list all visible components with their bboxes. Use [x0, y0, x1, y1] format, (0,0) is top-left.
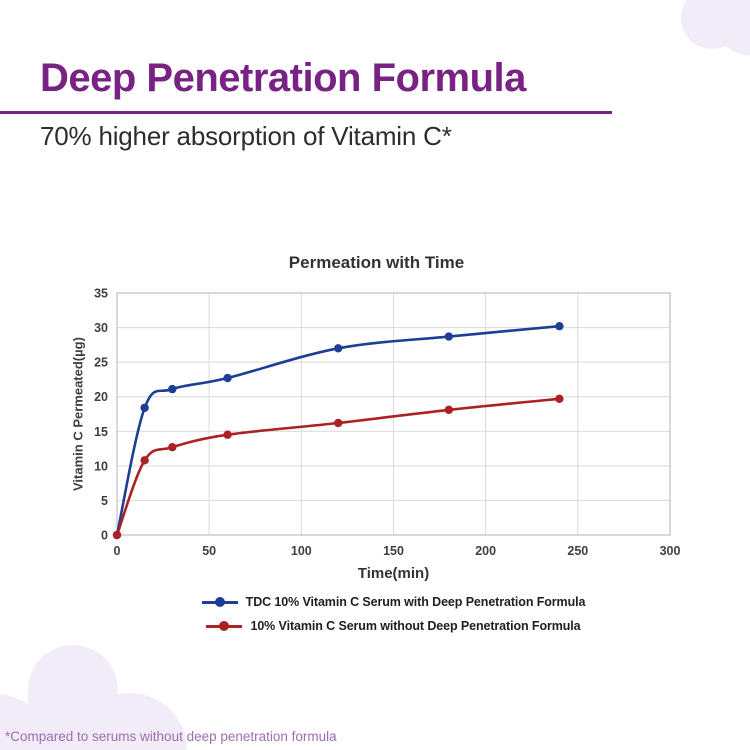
legend-marker-red-icon [206, 621, 243, 631]
svg-text:200: 200 [475, 544, 496, 558]
chart-title: Permeation with Time [288, 253, 465, 272]
legend-dot-icon [219, 621, 230, 631]
corner-blob-top-right-bump [681, 0, 743, 49]
svg-text:5: 5 [101, 494, 108, 508]
legend-item-with-formula: TDC 10% Vitamin C Serum with Deep Penetr… [117, 595, 670, 609]
legend-label: TDC 10% Vitamin C Serum with Deep Penetr… [245, 595, 586, 609]
legend-dot-icon [214, 597, 225, 607]
svg-text:10: 10 [94, 459, 108, 473]
legend-marker-blue-icon [201, 597, 238, 607]
title-underline [0, 111, 612, 114]
line-chart-plot: 0 50 100 150 200 250 300 0 5 10 15 20 25 30 35 [94, 287, 681, 559]
svg-text:0: 0 [101, 529, 108, 543]
svg-text:0: 0 [114, 544, 121, 558]
svg-text:15: 15 [94, 425, 108, 439]
legend-item-without-formula: 10% Vitamin C Serum without Deep Penetra… [117, 619, 670, 633]
page-title: Deep Penetration Formula [40, 56, 526, 100]
svg-text:300: 300 [660, 544, 681, 558]
svg-text:25: 25 [94, 356, 108, 370]
plus-icon [618, 91, 663, 136]
x-axis-label: Time(min) [357, 565, 430, 582]
svg-text:100: 100 [291, 544, 312, 558]
page-subtitle: 70% higher absorption of Vitamin C* [40, 121, 452, 151]
chart-legend: TDC 10% Vitamin C Serum with Deep Penetr… [117, 595, 670, 643]
svg-text:35: 35 [94, 287, 108, 301]
y-axis-label: Vitamin C Permeated(µg) [70, 337, 86, 491]
svg-text:150: 150 [383, 544, 404, 558]
svg-text:250: 250 [567, 544, 588, 558]
svg-text:20: 20 [94, 390, 108, 404]
svg-text:30: 30 [94, 321, 108, 335]
legend-label: 10% Vitamin C Serum without Deep Penetra… [250, 619, 581, 633]
footnote: *Compared to serums without deep penetra… [5, 729, 337, 744]
svg-text:50: 50 [202, 544, 216, 558]
